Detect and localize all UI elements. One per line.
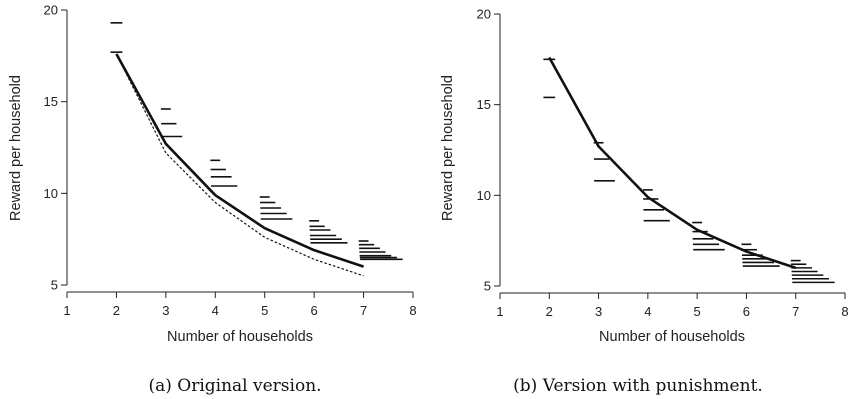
x-tick-label: 5: [261, 303, 268, 318]
x-tick-label: 3: [595, 304, 602, 319]
y-axis-title: Reward per household: [440, 75, 456, 221]
y-tick-label: 5: [51, 278, 58, 293]
x-axis-title: Number of households: [599, 329, 745, 345]
chart-panel-punishment: Reward per household Number of household…: [440, 7, 849, 397]
x-tick-label: 6: [743, 304, 750, 319]
caption-punishment: (b) Version with punishment.: [513, 376, 763, 396]
x-tick-label: 6: [311, 303, 318, 318]
y-tick-label: 15: [44, 94, 58, 109]
y-tick-label: 20: [44, 3, 58, 18]
x-tick-label: 2: [113, 303, 120, 318]
y-tick-label: 5: [484, 279, 491, 294]
x-tick-label: 1: [63, 303, 70, 318]
x-tick-label: 8: [409, 303, 416, 318]
x-tick-label: 4: [644, 304, 651, 319]
x-tick-label: 4: [212, 303, 219, 318]
x-tick-label: 1: [496, 304, 503, 319]
y-tick-label: 20: [477, 7, 491, 22]
solid-series-line: [548, 56, 797, 270]
x-tick-label: 8: [841, 304, 848, 319]
chart-panel-original: Reward per household Number of household…: [8, 3, 417, 397]
y-tick-label: 10: [44, 186, 58, 201]
y-tick-label: 10: [477, 188, 491, 203]
x-axis-title: Number of households: [167, 329, 313, 345]
x-tick-label: 5: [694, 304, 701, 319]
y-axis-title: Reward per household: [8, 75, 24, 221]
solid-series-line: [115, 53, 364, 268]
x-tick-label: 3: [162, 303, 169, 318]
y-tick-label: 15: [477, 97, 491, 112]
x-tick-label: 7: [792, 304, 799, 319]
x-tick-label: 2: [546, 304, 553, 319]
caption-original: (a) Original version.: [148, 376, 321, 396]
x-tick-label: 7: [360, 303, 367, 318]
dotted-series-line: [115, 53, 364, 277]
